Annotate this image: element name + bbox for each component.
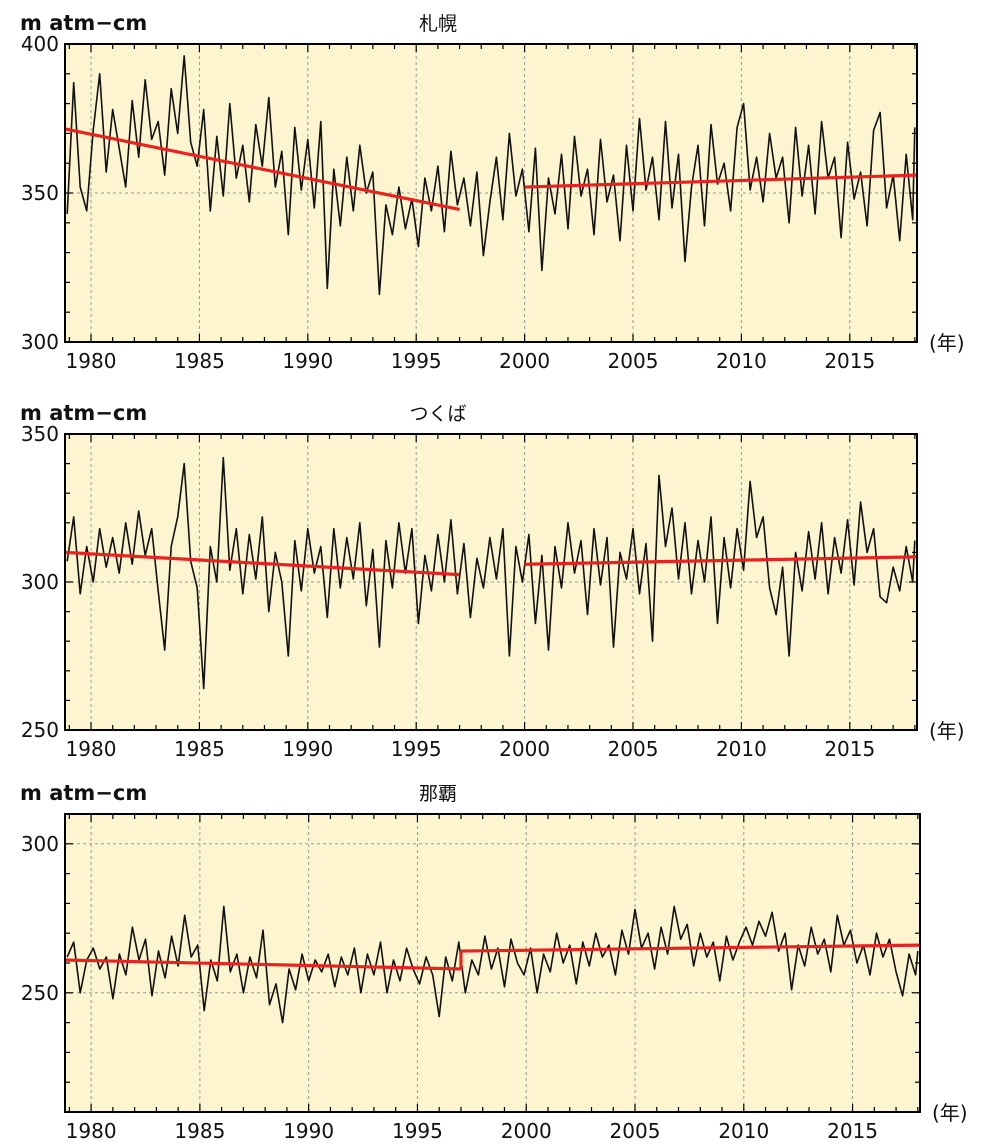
x-tick-label-2005: 2005 xyxy=(608,349,659,373)
x-tick-label-1980: 1980 xyxy=(66,349,117,373)
x-tick-label-1990: 1990 xyxy=(282,737,333,761)
x-tick-label-1990: 1990 xyxy=(283,1119,334,1143)
x-tick-label-2015: 2015 xyxy=(824,349,875,373)
x-tick-label-1980: 1980 xyxy=(66,737,117,761)
chart-panel-3: 250 300 1980 1985 1990 1995 2000 2005 2010 2015 (年… xyxy=(20,781,968,1143)
chart-title: つくば xyxy=(409,403,466,425)
x-tick-label-1990: 1990 xyxy=(282,349,333,373)
chart-panel-1: 300 350 400 1980 1985 1990 1995 2000 2005 2010 201… xyxy=(20,11,965,373)
x-tick-label-2010: 2010 xyxy=(718,1119,769,1143)
x-tick-label-1985: 1985 xyxy=(174,1119,225,1143)
x-tick-label-1995: 1995 xyxy=(391,737,442,761)
y-axis-label: m atm−cm xyxy=(20,401,147,425)
x-tick-label-1995: 1995 xyxy=(391,349,442,373)
x-tick-label-2010: 2010 xyxy=(716,349,767,373)
y-tick-label-250: 250 xyxy=(21,981,59,1005)
x-tick-label-2010: 2010 xyxy=(716,737,767,761)
y-tick-label-350: 350 xyxy=(21,181,59,205)
x-tick-label-1995: 1995 xyxy=(392,1119,443,1143)
y-tick-label-350: 350 xyxy=(21,422,59,446)
x-unit-label: (年) xyxy=(929,331,965,355)
x-tick-label-2000: 2000 xyxy=(501,1119,552,1143)
x-tick-label-2015: 2015 xyxy=(824,737,875,761)
x-unit-label: (年) xyxy=(929,719,965,743)
y-axis-label: m atm−cm xyxy=(20,781,147,805)
x-tick-label-2000: 2000 xyxy=(499,737,550,761)
y-tick-label-300: 300 xyxy=(21,330,59,354)
x-tick-label-2000: 2000 xyxy=(499,349,550,373)
chart-panel-2: 250 300 350 1980 1985 1990 1995 2000 2005 2010 201… xyxy=(20,401,965,761)
y-tick-label-300: 300 xyxy=(21,570,59,594)
x-tick-label-2015: 2015 xyxy=(827,1119,878,1143)
x-tick-label-2005: 2005 xyxy=(610,1119,661,1143)
y-axis-label: m atm−cm xyxy=(20,11,147,35)
chart-title: 那覇 xyxy=(419,783,457,805)
x-tick-label-1985: 1985 xyxy=(174,349,225,373)
x-tick-label-1985: 1985 xyxy=(174,737,225,761)
x-unit-label: (年) xyxy=(932,1101,968,1125)
chart-title: 札幌 xyxy=(419,13,457,35)
x-tick-label-1980: 1980 xyxy=(66,1119,117,1143)
y-tick-label-400: 400 xyxy=(21,32,59,56)
x-tick-label-2005: 2005 xyxy=(608,737,659,761)
y-tick-label-250: 250 xyxy=(21,718,59,742)
y-tick-label-300: 300 xyxy=(21,832,59,856)
